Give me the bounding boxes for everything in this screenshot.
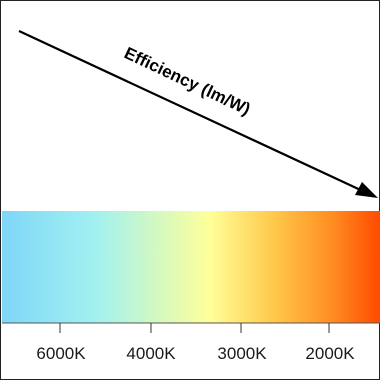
tick-label-4000k: 4000K [126,344,176,363]
tick-label-6000k: 6000K [36,344,86,363]
efficiency-arrow [18,30,378,198]
efficiency-arrow-label: Efficiency (lm/W) [121,43,253,119]
color-temperature-spectrum [2,211,380,323]
tick-label-3000k: 3000K [217,344,267,363]
arrow-head-icon [355,182,378,198]
tick-label-2000k: 2000K [305,344,355,363]
arrow-line [18,30,368,194]
